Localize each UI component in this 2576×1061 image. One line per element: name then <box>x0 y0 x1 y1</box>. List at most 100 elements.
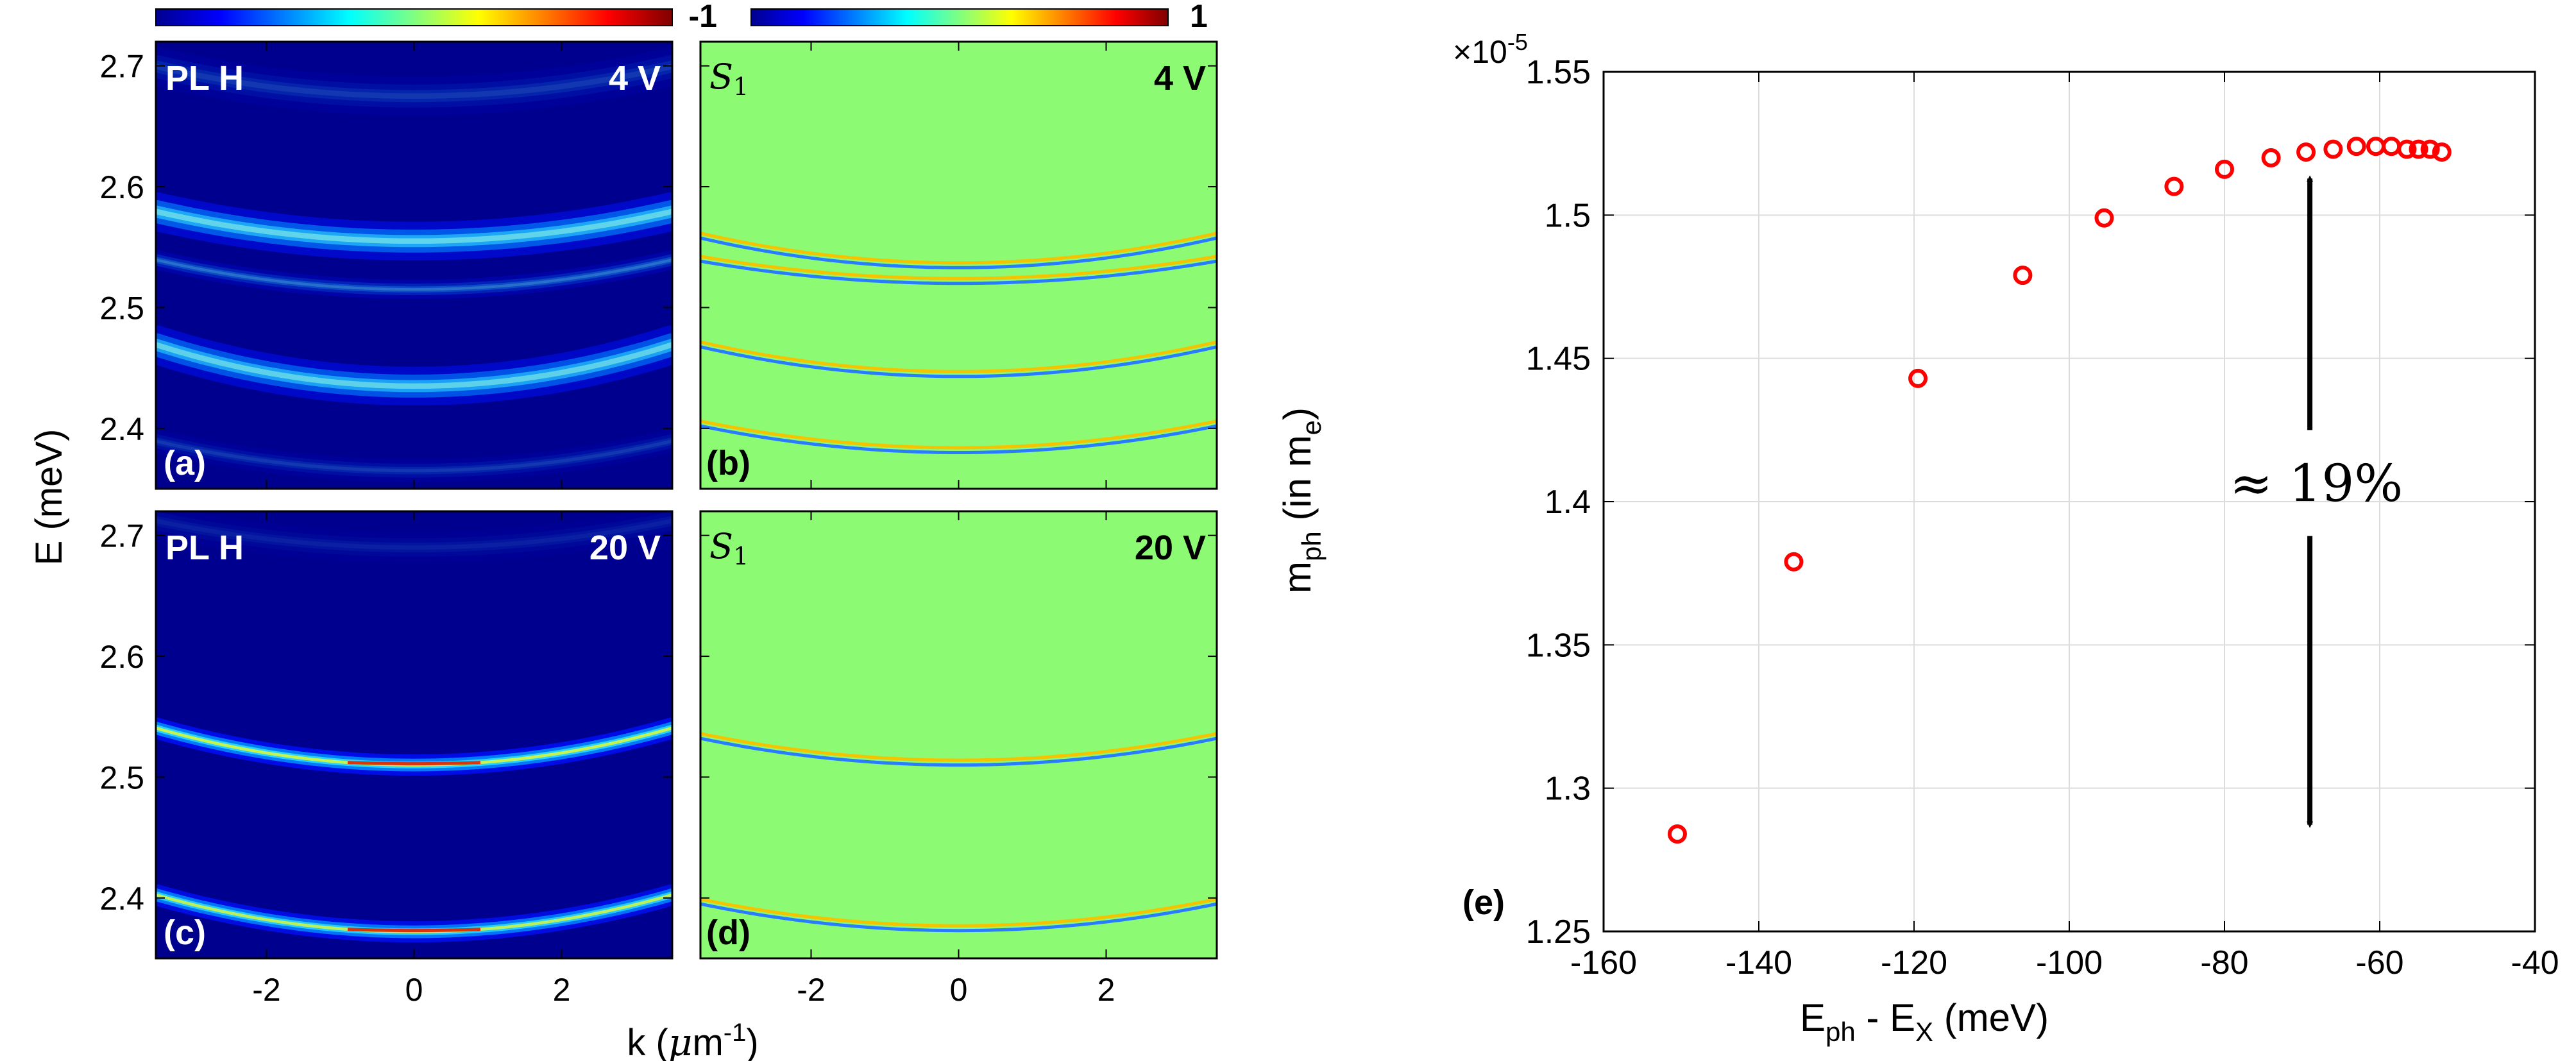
panel-e: ≈ 19% -160 -140 -120 -100 -80 -60 -40 1.25 1.3 1.… <box>1276 29 2559 1047</box>
panel-e-y-tick-label-2: 1.35 <box>1526 627 1591 664</box>
panel-a-mode-1-layer-1 <box>156 254 672 296</box>
panel-a-mode-3-layer-1 <box>156 55 672 108</box>
panel-a-y-tick-label-0: 2.4 <box>99 411 144 447</box>
panel-c-x-tick-label-1: 0 <box>405 972 423 1008</box>
panel-b-mode-2-neg <box>700 345 1217 378</box>
panel-b: S1 4 V (b) <box>699 40 1218 490</box>
panel-e-y-tick-label-4: 1.45 <box>1526 341 1591 378</box>
x-label-e2-sub: X <box>1915 1017 1933 1047</box>
panel-a-ticks: 2.4 2.5 2.6 2.7 <box>99 42 672 489</box>
panel-a-title: PL H <box>165 59 244 98</box>
data-point <box>2164 176 2184 196</box>
panel-a-mode-3-layer-3 <box>156 64 672 99</box>
panel-d-x-tick-label-2: 2 <box>1097 972 1115 1008</box>
panel-d-mode-1-neg <box>700 902 1217 933</box>
data-point <box>2420 139 2440 159</box>
panel-a-y-tick-label-2: 2.6 <box>99 169 144 205</box>
panel-b-ticks <box>700 42 1217 489</box>
panel-b-title: S1 <box>709 56 749 101</box>
panel-b-mode-0-neg <box>700 236 1217 269</box>
x-label-e1: E <box>1800 996 1826 1039</box>
panel-e-ticks: -160 -140 -120 -100 -80 -60 -40 1.25 1.3 1.35 1.4 1… <box>1526 54 2559 981</box>
panel-e-exponent: ×10-5 <box>1453 29 1528 70</box>
panel-d-voltage: 20 V <box>1135 529 1206 567</box>
panel-e-points <box>1667 137 2452 844</box>
x-label-close: ) <box>746 1022 758 1061</box>
panel-c-y-tick-label-2: 2.6 <box>99 639 144 675</box>
panel-c-mode-0-peak <box>347 761 481 766</box>
panel-b-title-main: S <box>709 56 733 97</box>
panel-e-y-tick-label-3: 1.4 <box>1545 484 1591 521</box>
heatmap-y-axis-label: E (meV) <box>28 429 70 566</box>
panel-e-y-tick-label-0: 1.25 <box>1526 913 1591 951</box>
panel-a: 2.4 2.5 2.6 2.7 PL H 4 V (a) <box>99 40 674 490</box>
colorbar-left <box>155 8 673 26</box>
panel-e-annotation: ≈ 19% <box>2230 175 2403 828</box>
panel-e-x-tick-label-4: -80 <box>2200 944 2248 981</box>
annotation-percentage: ≈ 19% <box>2230 454 2403 513</box>
data-point <box>2094 208 2114 228</box>
panel-d-title-main: S <box>709 526 733 566</box>
panel-d-ticks: -2 0 2 <box>700 511 1217 1008</box>
data-point <box>2409 139 2428 159</box>
panel-e-y-tick-label-5: 1.5 <box>1545 197 1591 234</box>
colorbar-right-min-label: -1 <box>689 0 717 34</box>
y-label-m: m <box>1276 561 1319 593</box>
panel-c-mode-2-layer-2 <box>156 516 672 553</box>
panel-b-voltage: 4 V <box>1154 59 1206 98</box>
panel-c-background <box>156 511 672 958</box>
panel-e-grid <box>1604 72 2535 931</box>
panel-a-mode-1-layer-0 <box>156 250 672 300</box>
panel-e-x-tick-label-0: -160 <box>1570 944 1637 981</box>
panel-e-x-tick-label-5: -60 <box>2355 944 2403 981</box>
x-label-mu: μ <box>668 1021 693 1061</box>
data-point <box>2261 148 2281 167</box>
y-label-in: (in m <box>1276 435 1319 531</box>
panel-e-y-axis-label: mph (in me) <box>1276 407 1326 593</box>
panel-a-y-tick-label-3: 2.7 <box>99 49 144 85</box>
data-point <box>2323 139 2343 159</box>
data-point <box>2346 137 2366 157</box>
data-point <box>2215 159 2234 179</box>
panel-c-y-tick-label-3: 2.7 <box>99 518 144 554</box>
panel-d-x-tick-label-0: -2 <box>797 972 825 1008</box>
y-label-e: e <box>1296 420 1326 435</box>
panel-a-heatmap <box>156 42 672 489</box>
panel-b-mode-1-neg <box>700 259 1217 285</box>
panel-c-x-tick-label-2: 2 <box>553 972 571 1008</box>
panel-a-background <box>156 42 672 489</box>
panel-a-tag: (a) <box>164 444 206 482</box>
panel-d-title: S1 <box>709 526 749 570</box>
panel-d: -2 0 2 S1 20 V (d) <box>699 510 1218 1008</box>
panel-b-tag: (b) <box>706 444 750 482</box>
panel-a-y-tick-label-1: 2.5 <box>99 290 144 326</box>
panel-a-voltage: 4 V <box>609 59 661 98</box>
x-label-minus: - E <box>1856 996 1915 1039</box>
panel-e-y-tick-label-6: 1.55 <box>1526 54 1591 91</box>
x-label-sup: -1 <box>724 1019 747 1047</box>
panel-b-title-sub: 1 <box>733 72 749 101</box>
panel-d-title-sub: 1 <box>733 542 749 570</box>
panel-c-mode-2-layer-0 <box>156 511 672 563</box>
colorbar-right <box>750 8 1169 26</box>
panel-e-tag: (e) <box>1462 883 1505 922</box>
panel-c-voltage: 20 V <box>589 529 661 567</box>
panel-c-mode-2-layer-3 <box>156 518 672 550</box>
panel-d-background <box>700 511 1217 958</box>
panel-a-mode-1-layer-2 <box>156 257 672 293</box>
panel-b-heatmap <box>700 42 1217 489</box>
exponent-prefix: ×10 <box>1453 34 1507 70</box>
panel-c: -2 0 2 2.4 2.5 2.6 2.7 PL H 20 V (c) <box>99 510 674 1008</box>
panel-c-mode-1-peak <box>347 928 481 933</box>
panel-c-ticks: -2 0 2 2.4 2.5 2.6 2.7 <box>99 511 672 1008</box>
panel-a-mode-4-layer-0 <box>156 429 672 482</box>
heatmap-x-axis-label: k (μm-1) <box>627 1019 758 1061</box>
x-label-unit: (meV) <box>1933 996 2049 1039</box>
panel-b-mode-3-neg <box>700 424 1217 454</box>
panel-b-mode-2-pos <box>700 340 1217 373</box>
x-label-main: k ( <box>627 1022 668 1061</box>
panel-e-x-tick-label-6: -40 <box>2511 944 2559 981</box>
panel-c-x-tick-label-0: -2 <box>252 972 280 1008</box>
x-label-unit: m <box>692 1022 723 1061</box>
